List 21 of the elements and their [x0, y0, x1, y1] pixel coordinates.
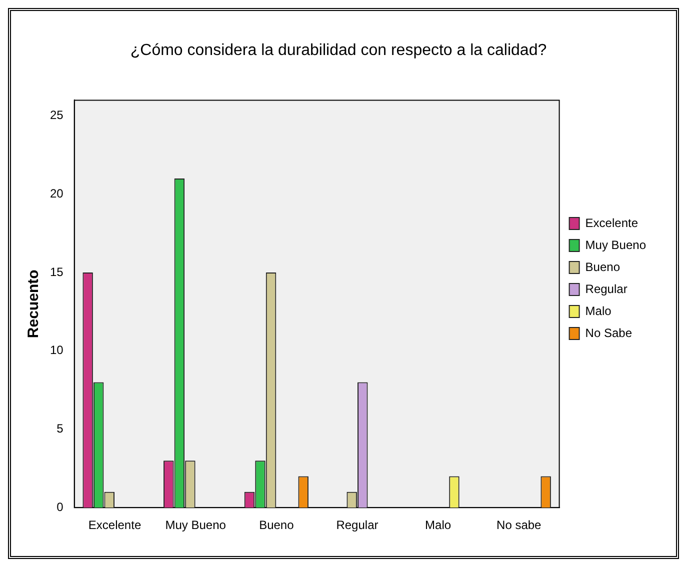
y-tick-label: 10	[50, 343, 64, 358]
x-tick-label: Muy Bueno	[165, 518, 226, 532]
chart-title: ¿Cómo considera la durabilidad con respecto a la calidad?	[130, 42, 547, 60]
x-tick-label: Regular	[336, 518, 378, 532]
legend-label: Excelente	[585, 216, 638, 230]
legend-label: Regular	[585, 282, 628, 296]
y-tick-label: 5	[56, 422, 64, 436]
y-axis-title: Recuento	[25, 270, 42, 338]
x-tick-label: Excelente	[88, 518, 142, 532]
y-tick-label: 15	[50, 264, 64, 279]
x-tick-label: No sabe	[496, 518, 542, 532]
legend-label: No Sabe	[585, 326, 632, 340]
y-tick-label: 25	[50, 108, 64, 122]
legend-label: Bueno	[585, 260, 620, 274]
x-tick-label: Bueno	[259, 518, 294, 532]
legend-label: Malo	[585, 304, 612, 318]
y-tick-label: 20	[50, 186, 64, 201]
legend-label: Muy Bueno	[585, 238, 646, 252]
y-tick-label: 0	[56, 500, 64, 514]
x-tick-label: Malo	[425, 518, 452, 532]
page-frame: Recuento Excelente Muy Bueno Bueno Regular Malo No Sabe ¿Cómo considera la durabilidad con respecto a la calidad? Excelente Muy Bueno Bueno Regular Malo No sabe 0 5 10 15 20 25	[8, 8, 679, 559]
